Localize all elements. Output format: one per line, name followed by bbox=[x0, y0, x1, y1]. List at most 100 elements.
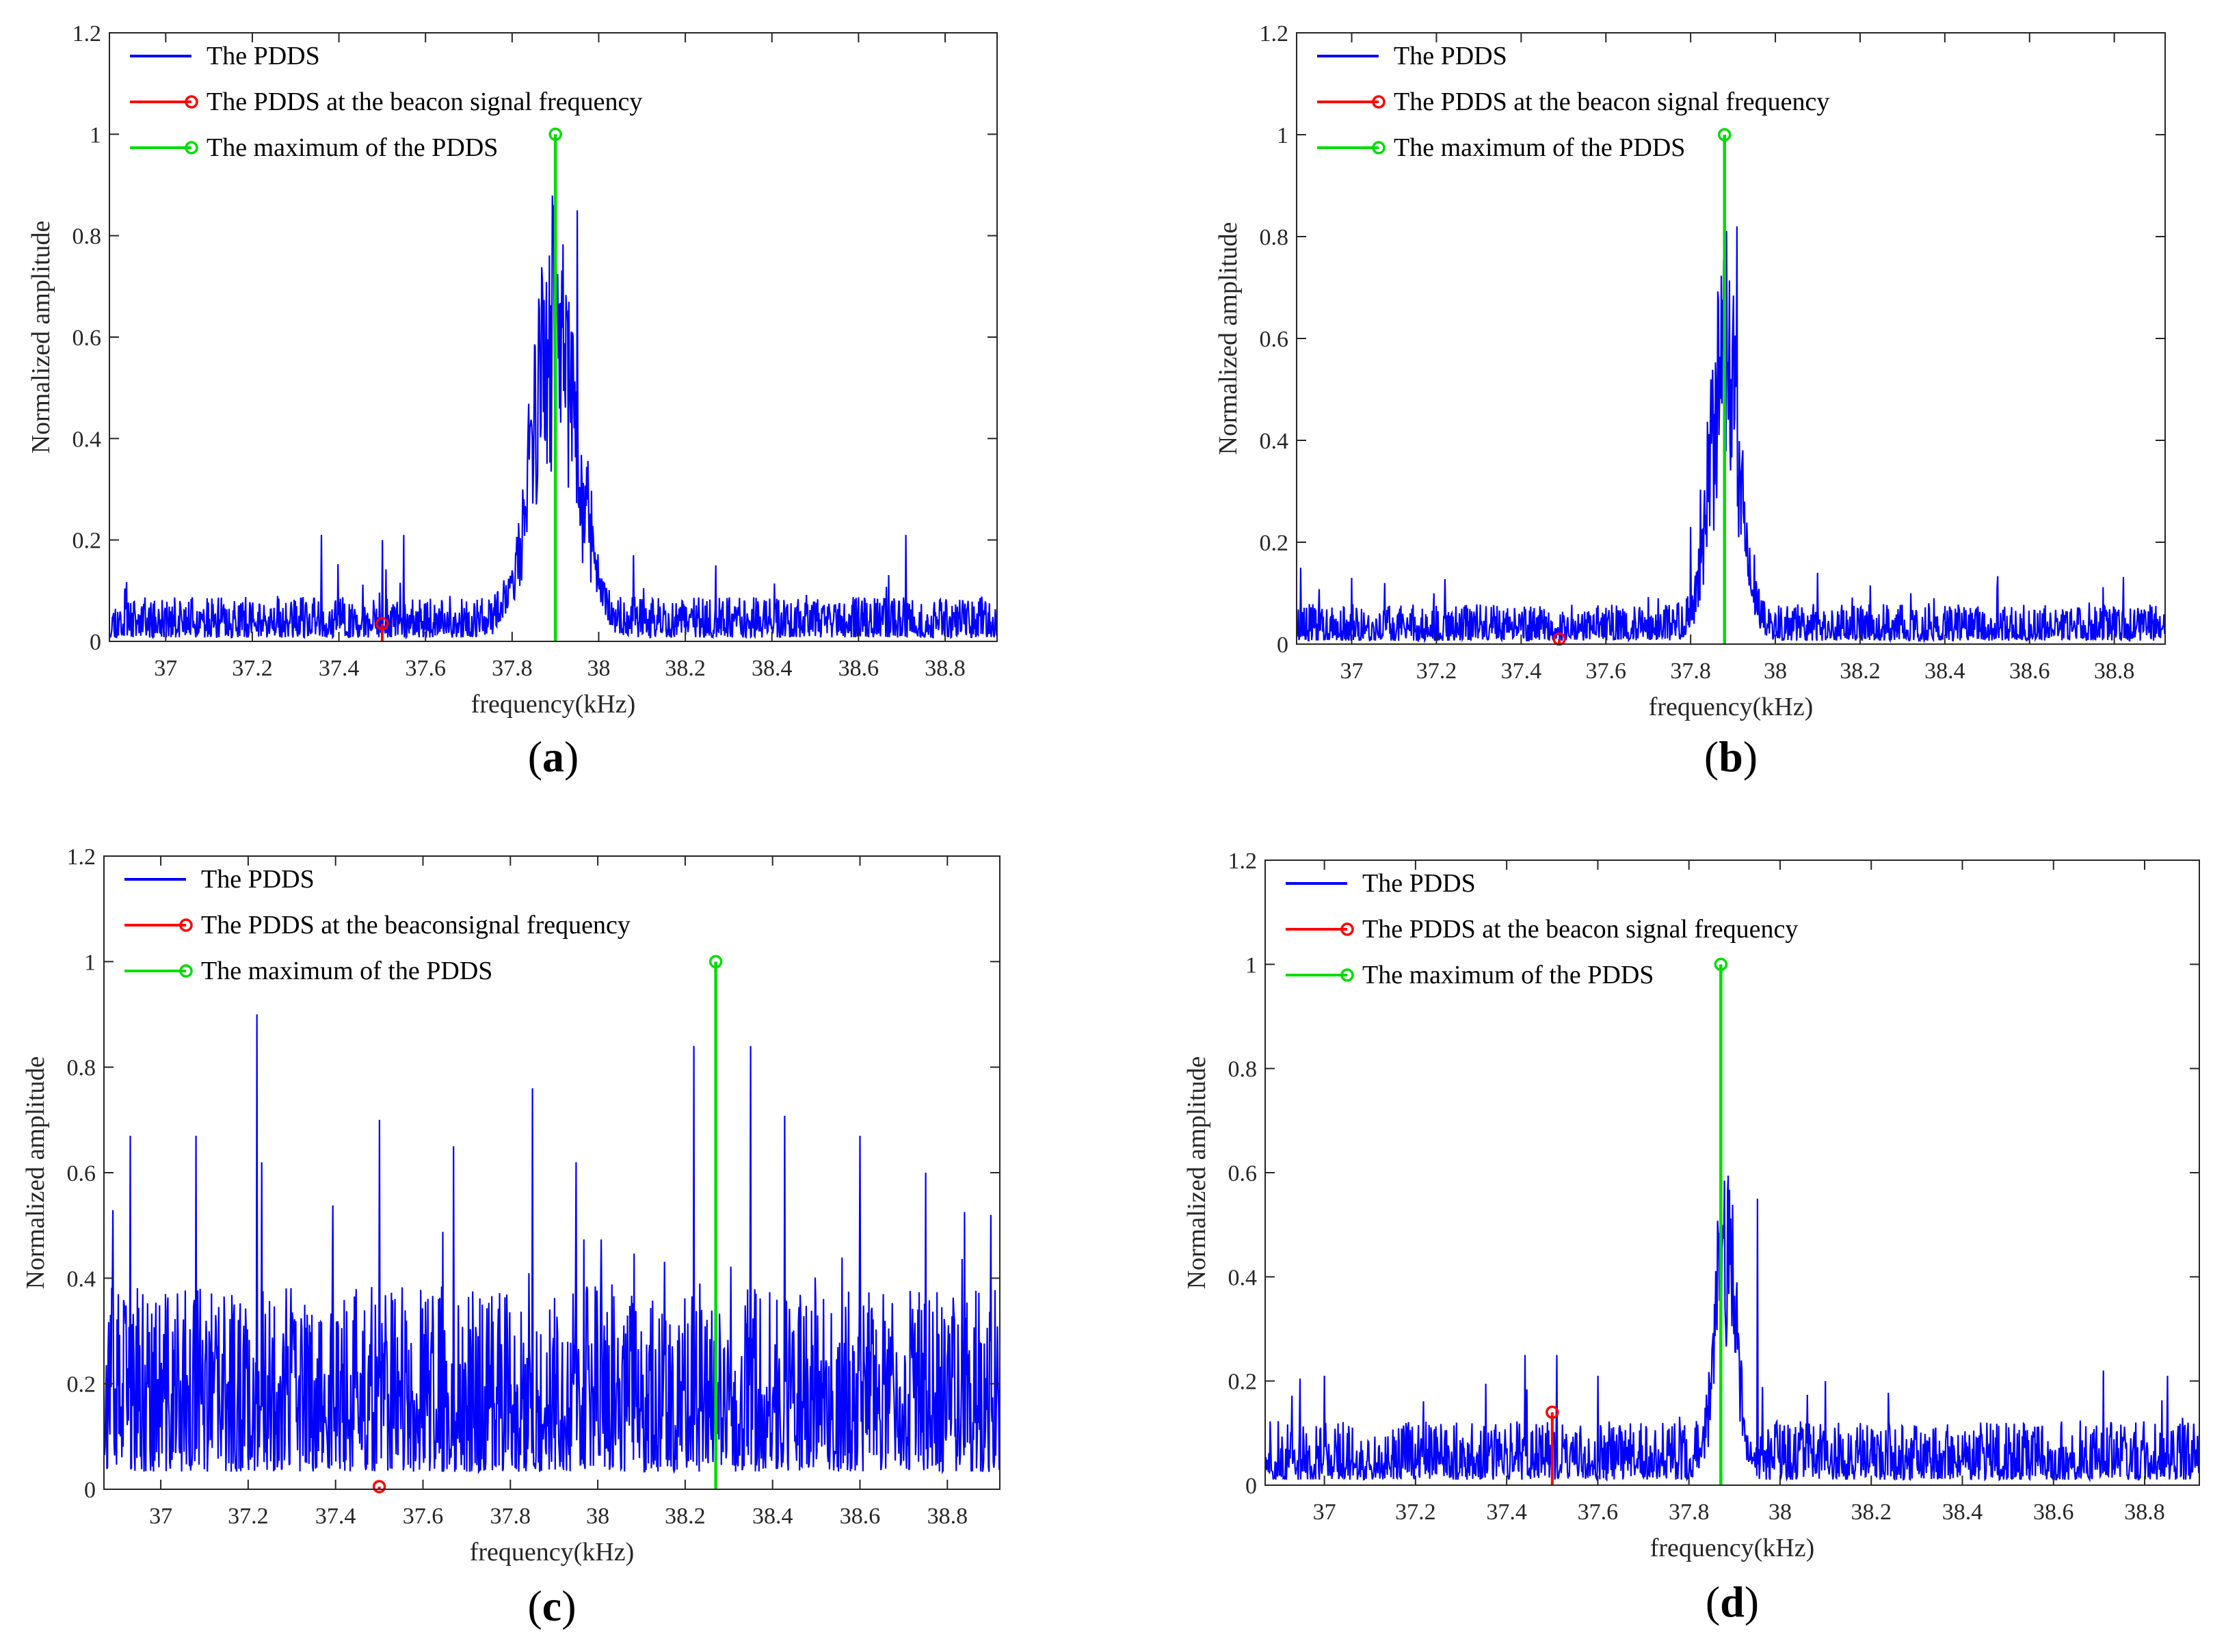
y-tick-label: 0.4 bbox=[67, 1266, 96, 1292]
panel-caption-letter: c bbox=[542, 1582, 561, 1630]
x-tick-label: 37 bbox=[154, 656, 177, 681]
x-tick-label: 37.6 bbox=[403, 1504, 444, 1529]
x-tick-label: 38.2 bbox=[665, 656, 706, 681]
y-tick-label: 1 bbox=[1245, 952, 1257, 978]
legend-entry-label: The PDDS at the beacon signal frequency bbox=[1362, 915, 1798, 944]
x-tick-label: 37.2 bbox=[1395, 1500, 1435, 1525]
y-tick-label: 1 bbox=[1277, 123, 1288, 148]
y-tick-label: 0.8 bbox=[72, 224, 102, 250]
y-tick-label: 1.2 bbox=[72, 21, 102, 46]
panel-caption: (d) bbox=[1706, 1577, 1759, 1626]
y-tick-label: 1.2 bbox=[1228, 849, 1258, 874]
legend-swatch-marker bbox=[179, 964, 193, 978]
y-tick-label: 0.4 bbox=[1260, 429, 1289, 454]
x-tick-label: 37.4 bbox=[1486, 1500, 1527, 1525]
x-tick-label: 37.6 bbox=[405, 656, 446, 681]
y-tick-label: 0.2 bbox=[1260, 531, 1289, 556]
panel-caption: (b) bbox=[1704, 732, 1758, 781]
y-tick-label: 0.6 bbox=[67, 1161, 96, 1186]
maximum-stem-marker bbox=[1714, 957, 1728, 972]
maximum-stem-marker bbox=[1717, 128, 1732, 142]
legend-swatch-marker bbox=[1340, 922, 1354, 936]
x-tick-label: 38.6 bbox=[2009, 658, 2050, 684]
x-tick-label: 37.2 bbox=[232, 656, 273, 681]
y-tick-label: 0.4 bbox=[1228, 1265, 1258, 1290]
x-tick-label: 37.8 bbox=[1670, 658, 1711, 684]
x-tick-label: 37.6 bbox=[1578, 1500, 1619, 1525]
x-tick-label: 38.2 bbox=[1851, 1500, 1892, 1525]
axes-box bbox=[1296, 32, 2166, 645]
beacon-stem-marker bbox=[372, 1480, 386, 1493]
x-axis-label: frequency(kHz) bbox=[1649, 693, 1814, 721]
x-tick-label: 38 bbox=[1764, 658, 1787, 684]
y-tick-label: 1.2 bbox=[1260, 21, 1289, 46]
x-tick-label: 38.4 bbox=[752, 1504, 793, 1529]
y-tick-label: 0 bbox=[1245, 1474, 1257, 1499]
y-axis-label: Normalized amplitude bbox=[1214, 222, 1243, 455]
y-axis-label: Normalized amplitude bbox=[1182, 1056, 1211, 1290]
legend-entry-label: The maximum of the PDDS bbox=[201, 957, 492, 985]
legend-entry-label: The PDDS at the beacon signal frequency bbox=[1394, 88, 1829, 116]
legend-entry-label: The PDDS at the beaconsignal frequency bbox=[201, 911, 631, 940]
legend-swatch-marker bbox=[185, 95, 198, 109]
y-tick-label: 0.8 bbox=[67, 1056, 96, 1081]
pdds-series-line bbox=[1265, 1175, 2199, 1482]
y-tick-label: 0 bbox=[1277, 632, 1288, 658]
x-axis-label: frequency(kHz) bbox=[1650, 1534, 1815, 1562]
pdds-series-line bbox=[109, 195, 997, 640]
legend-swatch-marker bbox=[1372, 95, 1386, 109]
x-tick-label: 38.8 bbox=[927, 1504, 968, 1529]
x-tick-label: 37.4 bbox=[1501, 658, 1542, 684]
x-tick-label: 38 bbox=[586, 1504, 609, 1529]
y-tick-label: 0.6 bbox=[72, 325, 102, 351]
axes-box bbox=[109, 32, 998, 642]
chart-panel-a: 37 37.2 37.4 37.6 37.8 38 38.2 38.4 38.6 38.8 0 0.2… bbox=[27, 21, 998, 781]
x-tick-label: 37 bbox=[149, 1504, 172, 1529]
panel-caption: (a) bbox=[528, 732, 579, 781]
x-tick-label: 38.8 bbox=[2094, 658, 2135, 684]
legend-swatch-marker bbox=[185, 141, 198, 155]
legend-entry-label: The PDDS bbox=[207, 42, 320, 70]
y-tick-label: 0 bbox=[84, 1478, 96, 1503]
y-tick-label: 0.2 bbox=[1228, 1370, 1258, 1395]
x-tick-label: 38 bbox=[587, 656, 610, 681]
y-tick-label: 0.6 bbox=[1260, 327, 1289, 352]
legend-entry-label: The PDDS bbox=[1394, 42, 1507, 70]
x-tick-label: 38.2 bbox=[665, 1504, 706, 1529]
legend-swatch-marker bbox=[1372, 141, 1386, 155]
x-axis-label: frequency(kHz) bbox=[470, 1538, 635, 1567]
x-tick-label: 38.6 bbox=[2033, 1500, 2074, 1525]
x-tick-label: 37.4 bbox=[315, 1504, 356, 1529]
y-tick-label: 1 bbox=[84, 950, 96, 975]
x-tick-label: 37.2 bbox=[1416, 658, 1457, 684]
maximum-stem-marker bbox=[548, 127, 562, 142]
y-axis-label: Normalized amplitude bbox=[21, 1056, 50, 1290]
panel-caption: (c) bbox=[527, 1582, 576, 1630]
x-tick-label: 37.6 bbox=[1585, 658, 1626, 684]
x-tick-label: 37.8 bbox=[490, 1504, 531, 1529]
panel-caption-letter: a bbox=[542, 732, 564, 781]
pdds-series-line bbox=[1297, 226, 2165, 644]
legend-entry-label: The PDDS bbox=[201, 865, 315, 894]
y-tick-label: 1 bbox=[90, 122, 101, 148]
beacon-stem-marker bbox=[1546, 1405, 1559, 1420]
legend-entry-label: The maximum of the PDDS bbox=[207, 133, 498, 162]
maximum-stem-marker bbox=[708, 955, 723, 969]
legend-entry-label: The maximum of the PDDS bbox=[1362, 961, 1654, 989]
y-tick-label: 0.6 bbox=[1228, 1161, 1258, 1186]
chart-panel-d: 37 37.2 37.4 37.6 37.8 38 38.2 38.4 38.6 38.8 0 0.2… bbox=[1182, 849, 2200, 1626]
x-tick-label: 38.4 bbox=[1924, 658, 1965, 684]
y-axis-label: Normalized amplitude bbox=[27, 221, 55, 454]
legend-entry-label: The PDDS at the beacon signal frequency bbox=[207, 88, 642, 116]
legend-swatch-marker bbox=[1340, 968, 1354, 982]
legend-entry-label: The maximum of the PDDS bbox=[1394, 133, 1685, 162]
x-tick-label: 38.2 bbox=[1840, 658, 1881, 684]
x-tick-label: 37.4 bbox=[319, 656, 360, 681]
x-tick-label: 37.8 bbox=[492, 656, 533, 681]
beacon-stem-marker bbox=[375, 617, 389, 630]
x-tick-label: 38.8 bbox=[925, 656, 966, 681]
legend-swatch-marker bbox=[179, 918, 193, 932]
panel-caption-letter: d bbox=[1720, 1577, 1745, 1626]
x-tick-label: 38.4 bbox=[752, 656, 793, 681]
y-tick-label: 1.2 bbox=[67, 844, 96, 870]
